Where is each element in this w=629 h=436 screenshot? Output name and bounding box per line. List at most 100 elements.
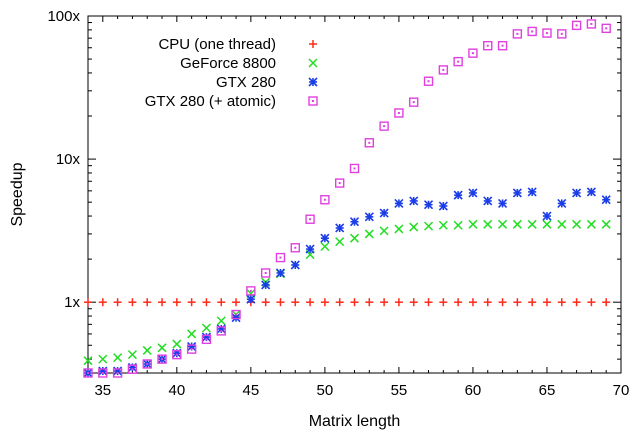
- x-b: [394, 224, 404, 234]
- x-b: [349, 233, 360, 243]
- square-dot: [175, 353, 178, 356]
- data-point: [202, 298, 211, 307]
- star-b: [320, 233, 330, 243]
- data-point: [572, 298, 581, 307]
- data-point: [187, 298, 196, 307]
- square-dot: [146, 362, 149, 365]
- x-tick-label: 65: [539, 382, 556, 399]
- x-b: [453, 220, 463, 230]
- square-outer: [409, 97, 419, 107]
- data-point: [557, 298, 566, 307]
- star-b: [275, 268, 286, 278]
- x-b: [201, 323, 211, 333]
- data-point: [572, 188, 582, 198]
- square-dot: [383, 125, 386, 128]
- data-point: [172, 339, 182, 349]
- data-point: [320, 241, 330, 252]
- data-point: [409, 196, 419, 206]
- data-point: [438, 220, 448, 230]
- square-outer: [260, 268, 271, 278]
- star-b: [542, 211, 552, 221]
- data-point: [498, 298, 507, 307]
- data-point: [157, 343, 167, 353]
- star-b: [201, 332, 212, 342]
- data-point: [231, 309, 241, 320]
- data-point: [157, 354, 167, 364]
- data-point: [113, 353, 123, 363]
- data-point: [216, 326, 226, 336]
- x-tick-label: 40: [168, 382, 185, 399]
- data-point: [142, 359, 152, 369]
- star-b: [512, 188, 522, 198]
- data-point: [483, 298, 492, 307]
- x-b: [364, 229, 374, 239]
- data-point: [216, 316, 226, 326]
- data-point: [98, 368, 108, 378]
- data-point: [512, 188, 522, 198]
- data-point: [468, 298, 477, 307]
- data-point: [305, 244, 315, 254]
- data-point: [423, 200, 434, 210]
- data-point: [409, 222, 419, 232]
- plot-frame: [87, 15, 622, 374]
- data-point: [83, 356, 93, 366]
- square-outer: [201, 334, 212, 345]
- x-b: [335, 237, 345, 247]
- data-point: [349, 217, 360, 227]
- data-point: [143, 298, 152, 307]
- data-point: [542, 28, 552, 38]
- data-point: [349, 163, 360, 174]
- square-outer: [542, 28, 552, 38]
- square-outer: [112, 368, 123, 378]
- data-point: [290, 260, 300, 270]
- data-point: [423, 221, 434, 231]
- square-dot: [220, 329, 223, 332]
- square-dot: [575, 24, 578, 27]
- square-dot: [397, 111, 400, 114]
- data-point: [394, 198, 404, 208]
- square-dot: [279, 256, 282, 259]
- data-point: [483, 219, 493, 229]
- data-point: [320, 298, 329, 307]
- data-point: [335, 237, 345, 247]
- x-b: [423, 221, 434, 231]
- y-axis-label: Speedup: [9, 162, 26, 226]
- square-outer: [601, 23, 611, 34]
- data-point: [84, 298, 92, 307]
- data-point: [438, 65, 449, 75]
- axes-layer: 35 40 45 50 55 60 65 70 1x 10x 100x: [47, 8, 629, 399]
- star-b: [364, 212, 374, 222]
- x-b: [409, 222, 419, 232]
- data-point: [187, 329, 197, 339]
- data-point: [394, 108, 404, 118]
- series-3: [83, 19, 611, 378]
- data-point: [379, 226, 389, 236]
- x-b: [187, 329, 197, 339]
- square-dot: [531, 30, 534, 33]
- x-tick-label: 50: [317, 382, 334, 399]
- y-tick-label: 10x: [56, 151, 81, 168]
- x-tick-label: 60: [465, 382, 482, 399]
- square-outer: [275, 252, 286, 263]
- star-b: [557, 198, 567, 208]
- x-b: [98, 354, 108, 364]
- data-point: [527, 26, 537, 37]
- x-b: [483, 219, 493, 229]
- data-point: [602, 298, 611, 307]
- data-point: [497, 41, 508, 51]
- data-point: [586, 187, 596, 197]
- x-b: [512, 219, 522, 229]
- data-point: [439, 298, 448, 307]
- square-outer: [216, 326, 226, 336]
- data-point: [557, 219, 567, 229]
- data-point: [571, 20, 582, 31]
- star-b: [187, 341, 197, 352]
- square-outer: [231, 309, 241, 320]
- square-dot: [249, 289, 252, 292]
- square-outer: [571, 20, 582, 31]
- data-point: [364, 138, 375, 148]
- square-outer: [83, 368, 93, 378]
- legend-label: CPU (one thread): [158, 36, 276, 53]
- square-dot: [131, 368, 134, 371]
